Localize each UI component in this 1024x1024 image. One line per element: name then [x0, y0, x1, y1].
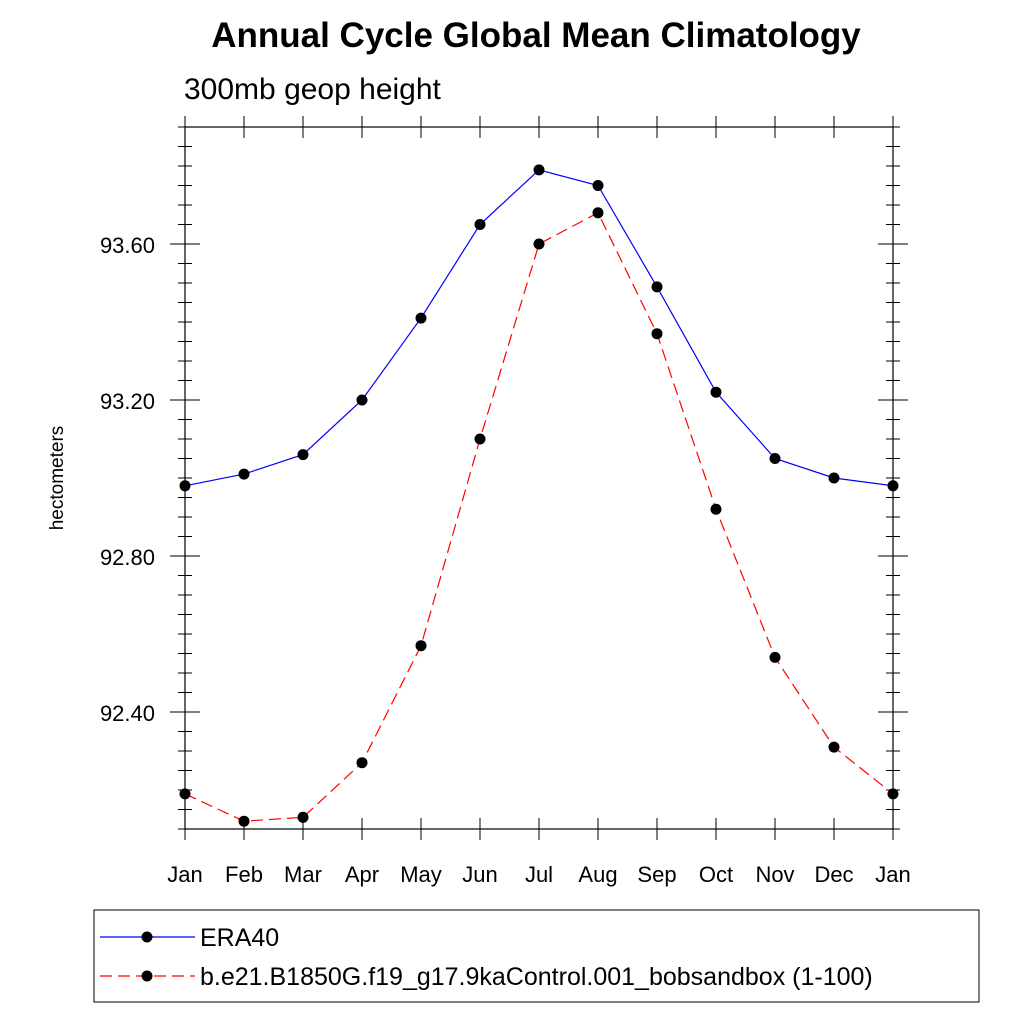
- series-1-point: [887, 480, 899, 492]
- series-2-point: [238, 815, 250, 827]
- series-1-point: [179, 480, 191, 492]
- series-1-point: [710, 386, 722, 398]
- series-1-point: [415, 312, 427, 324]
- series-2-point: [828, 741, 840, 753]
- y-tick-label: 93.20: [100, 389, 155, 414]
- legend-label-2: b.e21.B1850G.f19_g17.9kaControl.001_bobs…: [200, 963, 873, 991]
- x-tick-label: Jul: [525, 862, 553, 887]
- y-tick-label: 92.80: [100, 545, 155, 570]
- legend-entries: ERA40 b.e21.B1850G.f19_g17.9kaControl.001…: [100, 924, 873, 991]
- axis-ticks: [170, 116, 908, 840]
- x-tick-label: Jan: [167, 862, 202, 887]
- x-tick-label: May: [400, 862, 442, 887]
- y-tick-label: 93.60: [100, 233, 155, 258]
- series-1-point: [828, 472, 840, 484]
- series-2-point: [651, 328, 663, 340]
- series-1-point: [238, 468, 250, 480]
- legend-marker-1: [141, 931, 153, 943]
- x-tick-label: Jun: [462, 862, 497, 887]
- x-tick-label: Sep: [637, 862, 676, 887]
- series-1-point: [592, 180, 604, 191]
- legend-label-1: ERA40: [200, 924, 279, 952]
- series-1-point: [474, 219, 486, 230]
- x-tick-label: Apr: [345, 862, 379, 887]
- x-tick-label: Dec: [814, 862, 853, 887]
- series-2-point: [887, 788, 899, 800]
- series-1-point: [769, 453, 781, 464]
- x-tick-label: Feb: [225, 862, 263, 887]
- plot-frame: [184, 126, 894, 830]
- series-layer: [179, 164, 899, 827]
- series-2-point: [356, 757, 368, 769]
- legend-marker-2: [141, 970, 153, 982]
- series-2-point: [297, 811, 309, 823]
- y-tick-labels: 92.40 92.80 93.20 93.60: [100, 233, 155, 726]
- legend: [93, 909, 980, 1003]
- series-1-point: [533, 164, 545, 176]
- series-2-point: [592, 207, 604, 219]
- series-2-point: [474, 433, 486, 445]
- chart-subtitle: 300mb geop height: [184, 73, 442, 106]
- y-tick-label: 92.40: [100, 701, 155, 726]
- series-line-2: [184, 211, 894, 822]
- y-axis-label: hectometers: [47, 426, 68, 531]
- series-1-point: [651, 281, 663, 293]
- x-tick-label: Oct: [699, 862, 733, 887]
- chart-title: Annual Cycle Global Mean Climatology: [211, 16, 861, 55]
- series-2-point: [769, 651, 781, 663]
- series-2-point: [533, 238, 545, 250]
- series-2-point: [710, 503, 722, 515]
- series-1-point: [297, 449, 309, 461]
- series-2-point: [179, 788, 191, 800]
- x-tick-labels: Jan Feb Mar Apr May Jun Jul Aug Sep Oct Nov Dec Jan: [167, 862, 910, 887]
- x-tick-label: Jan: [875, 862, 910, 887]
- series-2-point: [415, 640, 427, 652]
- x-tick-label: Nov: [755, 862, 794, 887]
- series-1-point: [356, 394, 368, 406]
- series-line-1: [184, 169, 894, 487]
- x-tick-label: Mar: [284, 862, 322, 887]
- x-tick-label: Aug: [578, 862, 617, 887]
